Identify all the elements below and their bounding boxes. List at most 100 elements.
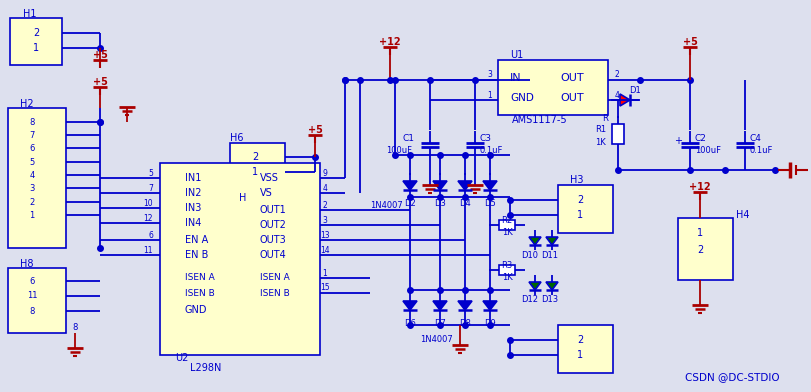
Text: 2: 2 [251,152,258,162]
Text: 13: 13 [320,230,329,240]
Bar [497,60,607,115]
Text: +: + [673,136,681,146]
Text: 3: 3 [29,183,35,192]
Text: 4: 4 [29,171,35,180]
Polygon shape [457,181,471,190]
Text: 1N4007: 1N4007 [370,200,402,209]
Polygon shape [432,181,446,190]
Text: VSS: VSS [260,173,278,183]
Text: GND: GND [509,93,533,103]
Polygon shape [402,181,417,190]
Text: R2: R2 [501,216,512,225]
Text: 1: 1 [577,350,582,360]
Text: 8: 8 [29,118,35,127]
Text: 2: 2 [614,69,619,78]
Text: 1K: 1K [594,138,605,147]
Text: D3: D3 [434,198,445,207]
Text: 3: 3 [487,69,491,78]
Bar [10,18,62,65]
Text: H3: H3 [569,175,583,185]
Text: +12: +12 [689,182,710,192]
Polygon shape [483,301,496,310]
Text: 2: 2 [29,198,35,207]
Text: 14: 14 [320,245,329,254]
Text: D6: D6 [404,318,415,327]
Text: IN4: IN4 [185,218,201,228]
Polygon shape [545,282,557,290]
Text: IN2: IN2 [185,188,201,198]
Text: 11: 11 [144,245,152,254]
Text: 3: 3 [322,216,327,225]
Bar [557,185,612,233]
Text: D9: D9 [483,318,496,327]
Text: 5: 5 [29,158,35,167]
Text: 0.1uF: 0.1uF [479,145,503,154]
Text: 4: 4 [322,183,327,192]
Text: 1: 1 [251,167,258,177]
Text: U2: U2 [175,353,188,363]
Text: 1: 1 [577,210,582,220]
Text: D13: D13 [541,296,558,305]
Text: ISEN B: ISEN B [185,289,214,298]
Text: H8: H8 [20,259,33,269]
Text: 1: 1 [487,91,491,100]
Text: 100uF: 100uF [385,145,411,154]
Text: 1: 1 [33,43,39,53]
Text: D11: D11 [541,250,558,260]
Text: H4: H4 [735,210,749,220]
Text: R3: R3 [500,261,512,270]
Text: H1: H1 [23,9,36,19]
Text: H6: H6 [230,133,243,143]
Text: D7: D7 [434,318,445,327]
Text: 2: 2 [32,28,39,38]
Bar [611,124,623,144]
Text: +12: +12 [379,37,401,47]
Text: D8: D8 [458,318,470,327]
Text: ISEN B: ISEN B [260,289,290,298]
Text: H2: H2 [20,99,33,109]
Text: 2: 2 [322,200,327,209]
Text: ISEN A: ISEN A [185,274,214,283]
Text: C3: C3 [479,134,491,143]
Text: C1: C1 [402,134,414,143]
Text: +5: +5 [92,77,107,87]
Bar [160,163,320,355]
Text: 7: 7 [29,131,35,140]
Text: 11: 11 [27,292,37,301]
Text: 1K: 1K [501,227,512,236]
Text: 2: 2 [576,335,582,345]
Polygon shape [528,237,540,245]
Polygon shape [483,181,496,190]
Text: GND: GND [185,305,208,315]
Text: U1: U1 [509,50,522,60]
Text: 4: 4 [614,91,619,100]
Text: C4: C4 [749,134,761,143]
Text: +5: +5 [92,50,107,60]
Text: 100uF: 100uF [694,145,720,154]
Bar [230,143,285,195]
Text: IN1: IN1 [185,173,201,183]
Bar [8,108,66,248]
Bar [557,325,612,373]
Text: 2: 2 [576,195,582,205]
Text: 8: 8 [29,307,35,316]
Text: +5: +5 [307,125,322,135]
Text: EN B: EN B [185,250,208,260]
Text: IN: IN [509,73,521,83]
Text: ISEN A: ISEN A [260,274,290,283]
Text: 9: 9 [322,169,327,178]
Text: OUT1: OUT1 [260,205,286,215]
Polygon shape [528,282,540,290]
Polygon shape [457,301,471,310]
Text: 5: 5 [148,169,152,178]
Text: 8: 8 [72,323,78,332]
Text: D12: D12 [521,296,538,305]
Text: 6: 6 [29,276,35,285]
Text: 1N4007: 1N4007 [419,336,453,345]
Text: 6: 6 [29,143,35,152]
Text: 1K: 1K [501,272,512,281]
Polygon shape [545,237,557,245]
Bar [677,218,732,280]
Text: CSDN @DC-STDIO: CSDN @DC-STDIO [684,372,779,382]
Polygon shape [620,94,629,106]
